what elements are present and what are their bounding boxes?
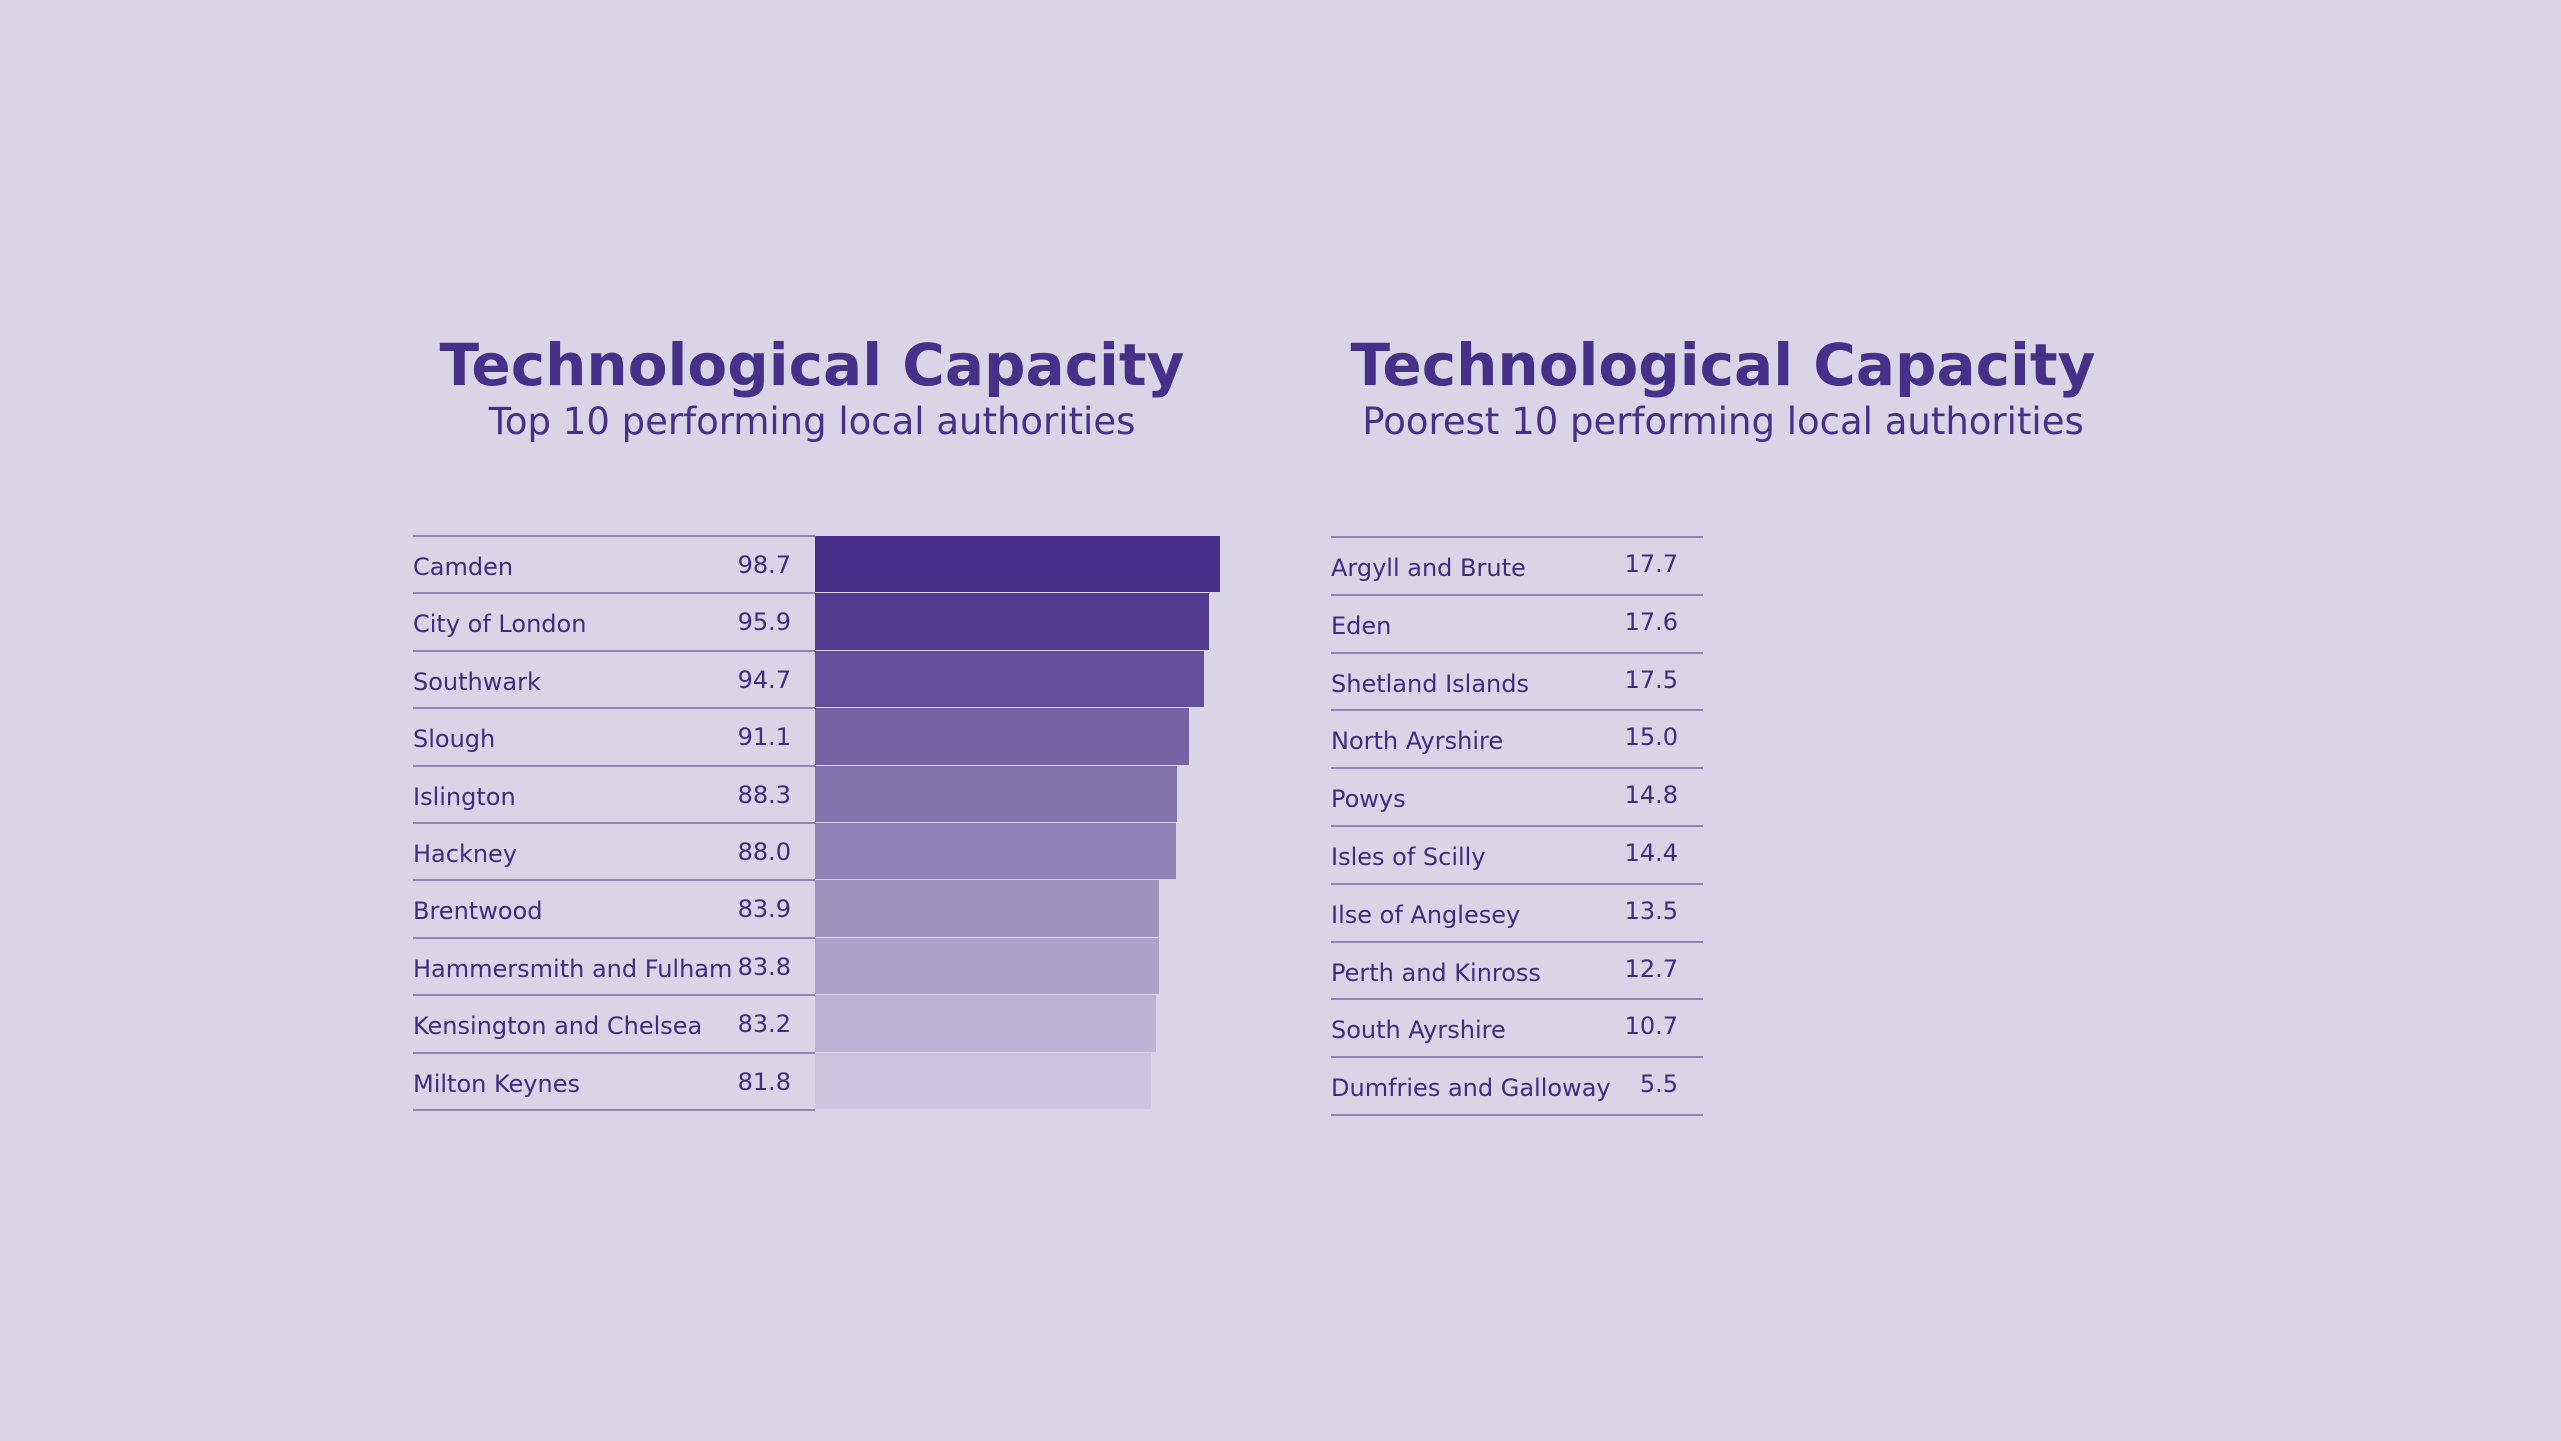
category-label: Hammersmith and Fulham — [413, 954, 733, 983]
chart-subtitle: Poorest 10 performing local authorities — [1362, 400, 2084, 443]
table-row: Powys 14.8 — [1331, 767, 1703, 824]
table-row: Argyll and Brute 17.7 — [1331, 536, 1703, 593]
category-label: Islington — [413, 782, 516, 811]
category-label: Isles of Scilly — [1331, 843, 1486, 871]
table-row: City of London 95.9 — [413, 592, 815, 649]
category-label: Camden — [413, 553, 514, 581]
category-label: City of London — [413, 610, 587, 639]
table-row: North Ayrshire 15.0 — [1331, 709, 1703, 766]
category-label: Perth and Kinross — [1331, 958, 1541, 987]
category-label: Powys — [1331, 785, 1406, 814]
table-row: South Ayrshire 10.7 — [1331, 998, 1703, 1055]
chart-title: Technological Capacity — [1350, 331, 2096, 399]
bar — [815, 765, 1178, 822]
bar — [815, 995, 1157, 1052]
bar — [815, 536, 1220, 593]
category-label: Eden — [1331, 611, 1392, 640]
table-row: Camden 98.7 — [413, 535, 815, 592]
category-label: Argyll and Brute — [1331, 554, 1526, 582]
value-label: 14.8 — [1624, 781, 1678, 810]
value-label: 17.5 — [1624, 665, 1678, 694]
value-label: 17.7 — [1624, 550, 1678, 578]
divider — [413, 1109, 815, 1111]
bar — [815, 823, 1177, 880]
table-row: Eden 17.6 — [1331, 593, 1703, 651]
table-row: Islington 88.3 — [413, 764, 815, 822]
value-label: 83.2 — [737, 1010, 791, 1039]
category-label: Brentwood — [413, 897, 543, 926]
value-label: 14.4 — [1624, 839, 1678, 867]
value-label: 88.3 — [737, 780, 791, 809]
table-row: Slough 91.1 — [413, 707, 815, 764]
value-label: 17.6 — [1624, 607, 1678, 636]
table-row: Brentwood 83.9 — [413, 879, 815, 936]
bar — [815, 650, 1204, 708]
top10-title-block: Technological Capacity Top 10 performing… — [362, 330, 1262, 444]
bar — [815, 880, 1160, 937]
value-label: 91.1 — [737, 723, 791, 752]
bar — [815, 593, 1209, 650]
bar — [815, 1052, 1151, 1109]
category-label: North Ayrshire — [1331, 727, 1504, 756]
divider — [1331, 1114, 1703, 1116]
category-label: Dumfries and Galloway — [1331, 1074, 1611, 1103]
bar — [815, 937, 1159, 995]
category-label: Ilse of Anglesey — [1331, 900, 1521, 929]
table-row: Hammersmith and Fulham 83.8 — [413, 936, 815, 994]
value-label: 83.9 — [737, 895, 791, 924]
table-row: Shetland Islands 17.5 — [1331, 651, 1703, 709]
category-label: Slough — [413, 725, 496, 754]
table-row: Hackney 88.0 — [413, 822, 815, 879]
chart-title: Technological Capacity — [439, 331, 1185, 399]
value-label: 13.5 — [1624, 896, 1678, 925]
table-row: Perth and Kinross 12.7 — [1331, 940, 1703, 998]
chart-subtitle: Top 10 performing local authorities — [488, 400, 1136, 443]
value-label: 95.9 — [737, 608, 791, 637]
table-row: Milton Keynes 81.8 — [413, 1051, 815, 1109]
category-label: Hackney — [413, 840, 518, 868]
category-label: Kensington and Chelsea — [413, 1012, 703, 1041]
poorest10-title-block: Technological Capacity Poorest 10 perfor… — [1273, 330, 2173, 444]
value-label: 88.0 — [737, 838, 791, 866]
category-label: Southwark — [413, 667, 541, 696]
value-label: 94.7 — [737, 665, 791, 694]
category-label: Shetland Islands — [1331, 669, 1529, 698]
value-label: 98.7 — [737, 551, 791, 579]
value-label: 15.0 — [1624, 723, 1678, 752]
value-label: 10.7 — [1624, 1012, 1678, 1041]
table-row: Dumfries and Galloway 5.5 — [1331, 1056, 1703, 1113]
value-label: 83.8 — [737, 952, 791, 981]
table-row: Kensington and Chelsea 83.2 — [413, 994, 815, 1051]
category-label: South Ayrshire — [1331, 1016, 1506, 1045]
table-row: Ilse of Anglesey 13.5 — [1331, 882, 1703, 940]
value-label: 5.5 — [1639, 1070, 1678, 1099]
category-label: Milton Keynes — [413, 1069, 580, 1098]
bar — [815, 708, 1189, 765]
value-label: 12.7 — [1624, 954, 1678, 983]
table-row: Southwark 94.7 — [413, 649, 815, 707]
value-label: 81.8 — [737, 1067, 791, 1096]
table-row: Isles of Scilly 14.4 — [1331, 825, 1703, 882]
